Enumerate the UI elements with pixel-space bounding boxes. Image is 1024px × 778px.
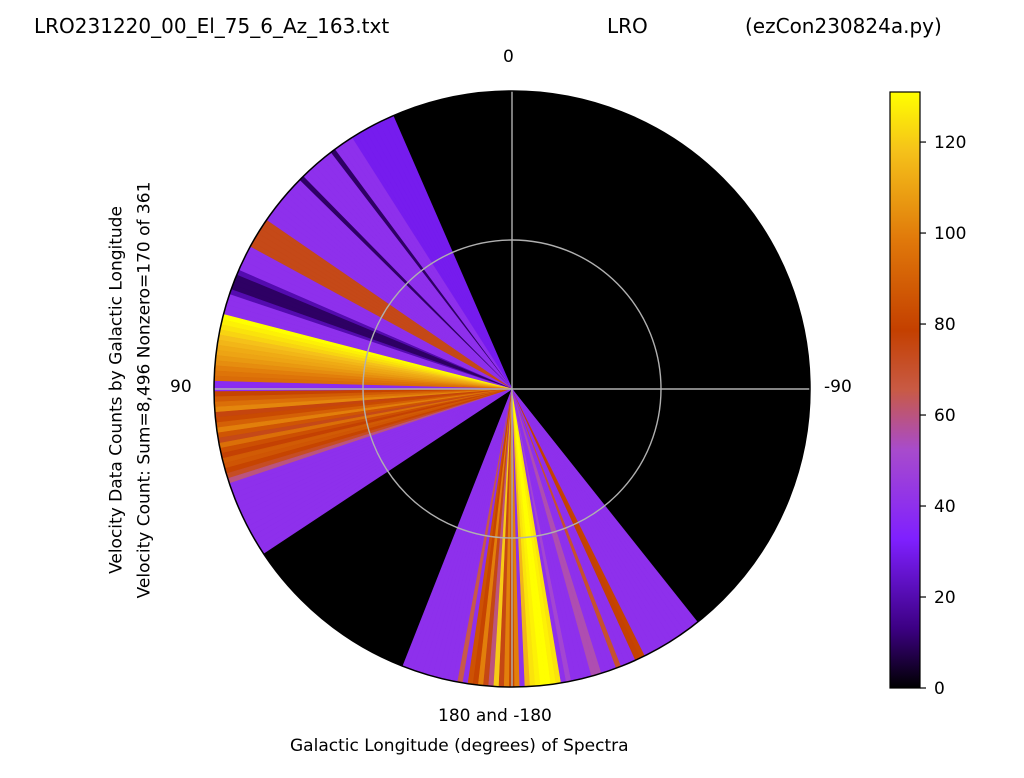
colorbar-tick-label: 120 [934,133,966,153]
chart-title-mid: LRO [607,14,648,38]
colorbar-tick-label: 0 [934,679,945,699]
angle-label-bottom: 180 and -180 [438,706,552,726]
colorbar-ticks: 0 20 40 60 80 100 120 [920,133,966,699]
angle-label-left: 90 [170,377,192,397]
colorbar-tick-label: 20 [934,588,956,608]
y-axis-label-line1: Velocity Data Counts by Galactic Longitu… [106,206,127,574]
chart-title-right: (ezCon230824a.py) [745,14,942,38]
angle-label-right: -90 [824,377,852,397]
colorbar-tick-label: 80 [934,315,956,335]
x-axis-label: Galactic Longitude (degrees) of Spectra [290,736,629,756]
wedge-group [213,115,698,688]
chart-title-left: LRO231220_00_El_75_6_Az_163.txt [34,14,390,38]
colorbar [889,91,921,689]
outer-polar-frame [213,90,811,688]
colorbar-tick-label: 100 [934,224,966,244]
colorbar-tick-label: 60 [934,406,956,426]
y-axis-label-line2: Velocity Count: Sum=8,496 Nonzero=170 of… [134,181,155,599]
angle-label-top: 0 [503,47,514,67]
colorbar-tick-label: 40 [934,497,956,517]
